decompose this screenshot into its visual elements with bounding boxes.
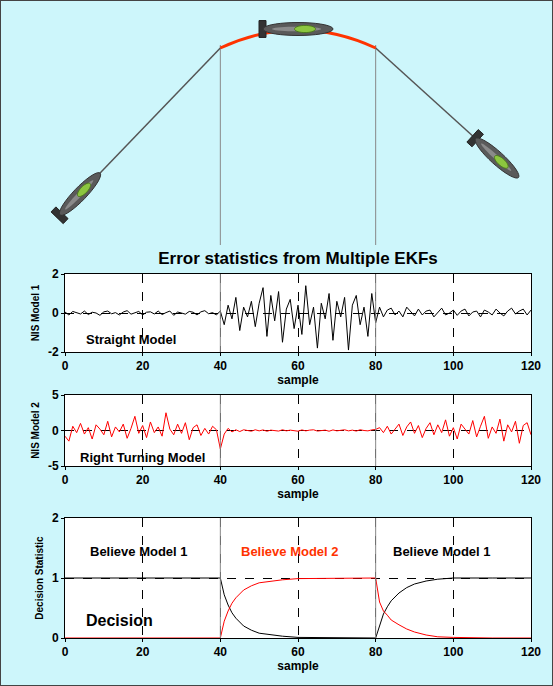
- svg-text:60: 60: [291, 473, 305, 487]
- svg-text:NIS Model 2: NIS Model 2: [30, 402, 41, 459]
- svg-text:0: 0: [62, 473, 69, 487]
- svg-text:0: 0: [52, 631, 59, 645]
- svg-text:5: 5: [52, 388, 59, 402]
- svg-text:40: 40: [214, 359, 228, 373]
- svg-text:120: 120: [521, 359, 541, 373]
- svg-text:40: 40: [214, 645, 228, 659]
- svg-text:sample: sample: [277, 487, 319, 501]
- svg-text:100: 100: [443, 473, 463, 487]
- svg-text:40: 40: [214, 473, 228, 487]
- svg-text:0: 0: [62, 359, 69, 373]
- svg-text:0: 0: [52, 306, 59, 320]
- svg-text:20: 20: [136, 359, 150, 373]
- svg-text:80: 80: [369, 359, 383, 373]
- svg-text:60: 60: [291, 645, 305, 659]
- svg-text:Straight Model: Straight Model: [86, 332, 176, 347]
- svg-text:2: 2: [52, 511, 59, 525]
- svg-text:100: 100: [443, 359, 463, 373]
- svg-text:-5: -5: [48, 459, 59, 473]
- svg-text:80: 80: [369, 645, 383, 659]
- svg-text:1: 1: [52, 571, 59, 585]
- svg-text:120: 120: [521, 473, 541, 487]
- svg-text:120: 120: [521, 645, 541, 659]
- svg-text:0: 0: [62, 645, 69, 659]
- svg-text:sample: sample: [277, 659, 319, 673]
- svg-text:Right Turning Model: Right Turning Model: [80, 450, 205, 465]
- svg-text:Error statistics from Multiple: Error statistics from Multiple EKFs: [158, 249, 438, 268]
- svg-text:100: 100: [443, 645, 463, 659]
- svg-text:Decision: Decision: [86, 612, 153, 629]
- svg-text:80: 80: [369, 473, 383, 487]
- svg-text:Believe Model 2: Believe Model 2: [241, 544, 339, 559]
- svg-text:20: 20: [136, 645, 150, 659]
- svg-text:NIS Model 1: NIS Model 1: [30, 284, 41, 341]
- svg-text:Decision Statistic: Decision Statistic: [34, 536, 45, 620]
- svg-text:0: 0: [52, 424, 59, 438]
- svg-text:Believe Model 1: Believe Model 1: [393, 544, 491, 559]
- svg-text:sample: sample: [277, 373, 319, 387]
- svg-text:Believe Model 1: Believe Model 1: [90, 544, 188, 559]
- svg-text:2: 2: [52, 267, 59, 281]
- svg-text:20: 20: [136, 473, 150, 487]
- svg-text:60: 60: [291, 359, 305, 373]
- svg-text:-2: -2: [48, 345, 59, 359]
